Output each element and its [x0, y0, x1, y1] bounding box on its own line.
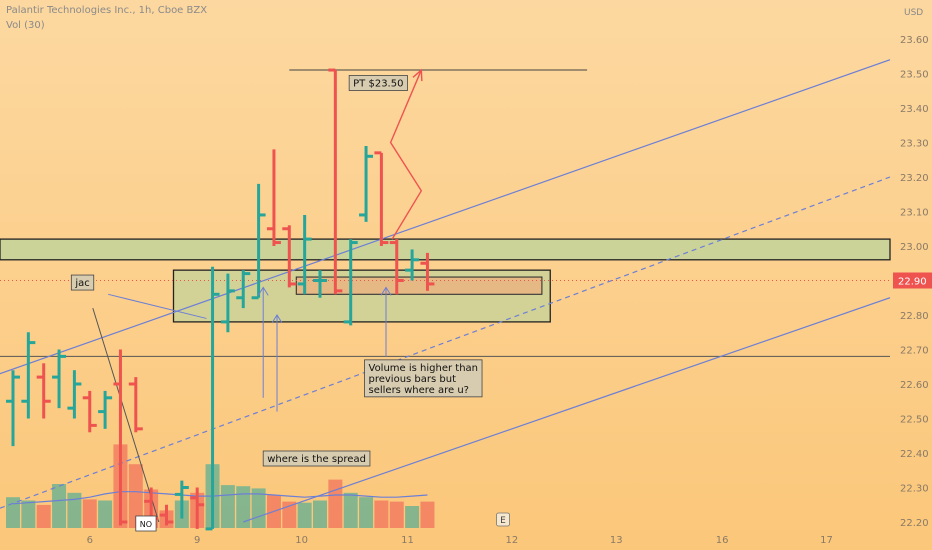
event-marker-text: E	[500, 516, 506, 526]
volume-bar	[128, 464, 143, 528]
volume-bar	[359, 497, 374, 528]
lower-trendline	[243, 297, 891, 523]
volume-bar	[82, 499, 97, 528]
volume-bar	[420, 501, 435, 528]
price-axis-tick: 22.40	[900, 449, 929, 460]
volume-bar	[236, 486, 251, 528]
volume-bar	[67, 492, 82, 528]
volume-bar	[21, 500, 36, 528]
volume-note-text-line: previous bars but	[369, 374, 457, 385]
volume-note-box	[364, 359, 483, 398]
time-axis-tick: 11	[401, 535, 414, 546]
chart-title: Palantir Technologies Inc., 1h, Cboe BZX	[6, 5, 208, 16]
volume-bar	[98, 500, 113, 528]
time-axis-tick: 9	[194, 535, 200, 546]
volume-note-text-line: Volume is higher than	[369, 363, 479, 374]
price-axis-tick: 23.20	[900, 173, 929, 184]
price-axis-tick: 22.70	[900, 346, 929, 357]
volume-bar	[297, 502, 312, 528]
jac-label: jac	[70, 274, 95, 291]
price-axis-tick: 22.20	[900, 518, 929, 529]
time-axis-tick: 6	[87, 535, 93, 546]
volume-bar	[52, 484, 67, 528]
volume-marker-box	[135, 515, 157, 532]
price-axis-tick: 23.60	[900, 35, 929, 46]
volume-indicator-label: Vol (30)	[6, 20, 45, 31]
price-axis-tick: 23.30	[900, 139, 929, 150]
time-axis-tick: 16	[716, 535, 729, 546]
target-arrow	[389, 69, 423, 240]
currency-label: USD	[904, 8, 923, 18]
time-axis-tick: 17	[820, 535, 833, 546]
volume-bar	[389, 501, 404, 528]
volume-bar	[36, 504, 51, 528]
volume-bar	[343, 492, 358, 528]
price-axis-tick: 23.10	[900, 208, 929, 219]
volume-note: Volume is higher than previous bars but se…	[364, 359, 483, 398]
volume-bar	[282, 501, 297, 528]
time-axis-tick: 13	[610, 535, 623, 546]
spread-note: where is the spread	[262, 450, 371, 467]
resistance-zone	[0, 238, 891, 261]
volume-bar	[374, 500, 389, 528]
spread-arrow-right-head	[271, 314, 283, 324]
time-axis-tick: 10	[295, 535, 308, 546]
volume-marker-text: NO	[140, 520, 152, 529]
event-marker[interactable]: E	[496, 512, 510, 527]
order-box	[295, 276, 543, 295]
target-label: PT $23.50	[348, 75, 408, 91]
volume-marker: NO	[135, 515, 157, 532]
price-axis-tick: 22.80	[900, 311, 929, 322]
spread-arrow-left-head	[257, 286, 269, 296]
volume-note-arrow-head	[380, 286, 392, 296]
time-axis-tick: 12	[506, 535, 519, 546]
volume-average-line	[12, 491, 428, 505]
volume-note-text-line: sellers where are u?	[369, 385, 469, 396]
price-axis-tick: 23.00	[900, 242, 929, 253]
jac-pointer-line	[108, 293, 207, 319]
spread-note-text: where is the spread	[267, 454, 366, 465]
price-axis-tick: 22.60	[900, 380, 929, 391]
jac-label-box	[70, 274, 95, 291]
price-axis-tick: 23.50	[900, 70, 929, 81]
current-price-tag	[893, 272, 932, 289]
target-arrow-head	[412, 68, 423, 82]
volume-bar	[220, 485, 235, 528]
volume-bar	[313, 500, 327, 528]
target-label-box	[348, 75, 408, 91]
price-axis-tick: 22.30	[900, 484, 929, 495]
volume-note-text: Volume is higher than previous bars but se…	[369, 363, 479, 396]
volume-bar	[328, 479, 343, 528]
jac-label-text: jac	[74, 278, 89, 289]
current-price-tag-text: 22.90	[898, 277, 927, 288]
jac-diagonal-line	[92, 307, 160, 523]
price-axis-tick: 22.50	[900, 415, 929, 426]
event-marker-box	[496, 512, 510, 527]
volume-bar	[405, 506, 420, 528]
target-label-text: PT $23.50	[353, 79, 403, 90]
spread-note-box	[262, 450, 371, 467]
price-axis-tick: 23.40	[900, 104, 929, 115]
upper-trendline	[0, 59, 891, 375]
